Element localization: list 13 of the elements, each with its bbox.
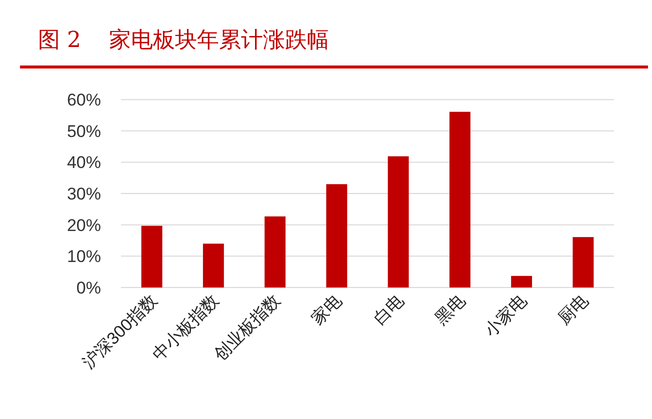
x-tick-label: 家电 xyxy=(308,290,346,328)
y-tick-label: 30% xyxy=(66,184,101,204)
x-tick-label: 白电 xyxy=(370,290,408,328)
y-tick-label: 20% xyxy=(66,216,101,235)
y-tick-label: 50% xyxy=(66,122,101,141)
x-tick-label: 小家电 xyxy=(480,290,530,340)
y-tick-label: 40% xyxy=(66,153,101,172)
y-tick-label: 60% xyxy=(66,90,101,110)
y-tick-label: 0% xyxy=(76,278,101,298)
y-tick-label: 10% xyxy=(66,247,101,266)
x-tick-label: 厨电 xyxy=(554,290,592,328)
x-tick-label: 黑电 xyxy=(431,290,469,328)
title: 图 2 家电板块年累计涨跌幅 xyxy=(38,28,329,53)
